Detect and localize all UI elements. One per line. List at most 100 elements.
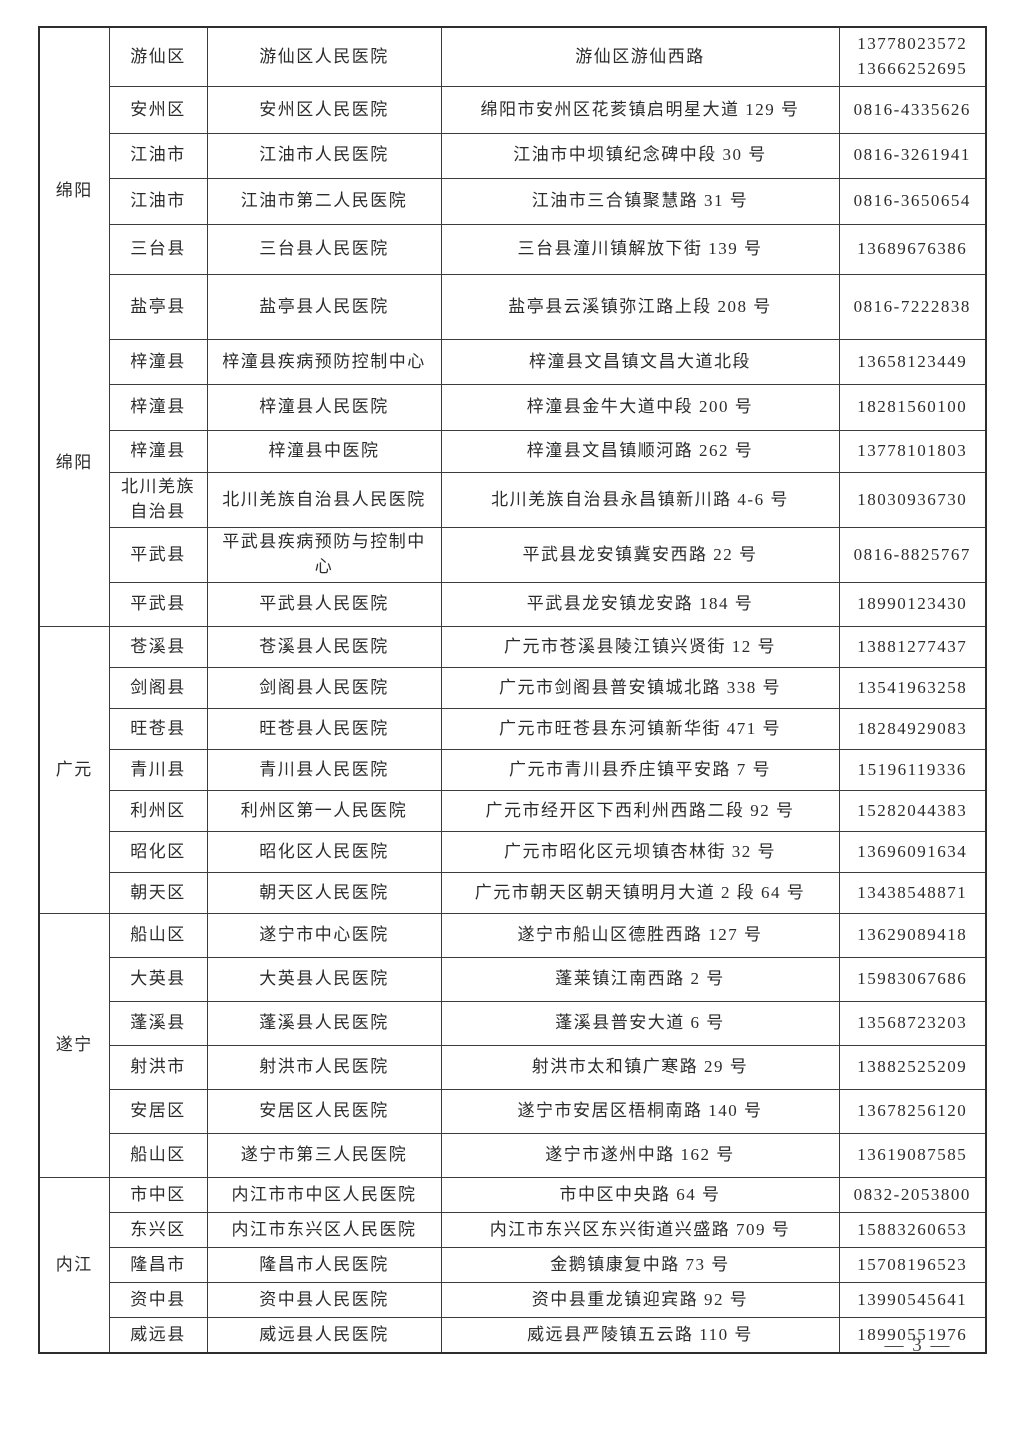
phone-cell: 18281560100 bbox=[838, 384, 987, 431]
hospital-cell: 射洪市人民医院 bbox=[206, 1045, 442, 1091]
table-row: 大英县 大英县人民医院 蓬莱镇江南西路 2 号 15983067686 bbox=[39, 957, 987, 1003]
city-cell: 广元 bbox=[38, 626, 110, 915]
hospital-cell: 梓潼县中医院 bbox=[206, 429, 442, 474]
phone-cell: 18284929083 bbox=[838, 708, 987, 751]
hospital-cell: 内江市东兴区人民医院 bbox=[206, 1212, 442, 1249]
phone-cell: 18030936730 bbox=[838, 472, 987, 528]
address-cell: 江油市三合镇聚慧路 31 号 bbox=[440, 178, 840, 225]
hospital-cell: 大英县人民医院 bbox=[206, 957, 442, 1003]
address-cell: 梓潼县文昌镇顺河路 262 号 bbox=[440, 429, 840, 474]
district-cell: 盐亭县 bbox=[108, 274, 208, 340]
phone-cell: 0816-7222838 bbox=[838, 274, 987, 340]
district-cell: 剑阁县 bbox=[108, 667, 208, 710]
hospital-cell: 蓬溪县人民医院 bbox=[206, 1001, 442, 1047]
address-cell: 威远县严陵镇五云路 110 号 bbox=[440, 1317, 840, 1354]
address-cell: 内江市东兴区东兴街道兴盛路 709 号 bbox=[440, 1212, 840, 1249]
address-cell: 盐亭县云溪镇弥江路上段 208 号 bbox=[440, 274, 840, 340]
address-cell: 蓬莱镇江南西路 2 号 bbox=[440, 957, 840, 1003]
hospital-cell: 江油市第二人民医院 bbox=[206, 178, 442, 225]
district-cell: 梓潼县 bbox=[108, 429, 208, 474]
table-row: 朝天区 朝天区人民医院 广元市朝天区朝天镇明月大道 2 段 64 号 13438… bbox=[39, 872, 987, 915]
hospital-cell: 遂宁市中心医院 bbox=[206, 913, 442, 959]
phone-cell: 13696091634 bbox=[838, 831, 987, 874]
district-cell: 江油市 bbox=[108, 132, 208, 180]
table-row: 广元 苍溪县 苍溪县人民医院 广元市苍溪县陵江镇兴贤街 12 号 1388127… bbox=[38, 626, 987, 915]
table-row: 江油市 江油市人民医院 江油市中坝镇纪念碑中段 30 号 0816-326194… bbox=[39, 132, 987, 180]
address-cell: 广元市旺苍县东河镇新华街 471 号 bbox=[440, 708, 840, 751]
table-row: 内江 市中区 内江市市中区人民医院 市中区中央路 64 号 0832-20538… bbox=[38, 1177, 987, 1354]
address-cell: 绵阳市安州区花荄镇启明星大道 129 号 bbox=[440, 86, 840, 134]
address-cell: 遂宁市安居区梧桐南路 140 号 bbox=[440, 1089, 840, 1135]
phone-cell: 18990123430 bbox=[838, 581, 987, 628]
district-cell: 苍溪县 bbox=[108, 626, 208, 669]
hospital-cell: 安居区人民医院 bbox=[206, 1089, 442, 1135]
district-cell: 昭化区 bbox=[108, 831, 208, 874]
hospital-cell: 遂宁市第三人民医院 bbox=[206, 1133, 442, 1179]
address-cell: 广元市昭化区元坝镇杏林街 32 号 bbox=[440, 831, 840, 874]
district-cell: 江油市 bbox=[108, 178, 208, 225]
district-cell: 平武县 bbox=[108, 526, 208, 583]
table-row: 江油市 江油市第二人民医院 江油市三合镇聚慧路 31 号 0816-365065… bbox=[39, 178, 987, 225]
table-row: 安居区 安居区人民医院 遂宁市安居区梧桐南路 140 号 13678256120 bbox=[39, 1089, 987, 1135]
hospital-cell: 盐亭县人民医院 bbox=[206, 274, 442, 340]
district-cell: 威远县 bbox=[108, 1317, 208, 1354]
address-cell: 射洪市太和镇广寒路 29 号 bbox=[440, 1045, 840, 1091]
table-row: 东兴区 内江市东兴区人民医院 内江市东兴区东兴街道兴盛路 709 号 15883… bbox=[39, 1212, 987, 1249]
district-cell: 蓬溪县 bbox=[108, 1001, 208, 1047]
phone-cell: 15708196523 bbox=[838, 1247, 987, 1284]
district-cell: 北川羌族 自治县 bbox=[108, 472, 208, 528]
district-cell: 市中区 bbox=[108, 1177, 208, 1214]
phone-cell: 13678256120 bbox=[838, 1089, 987, 1135]
hospital-cell: 游仙区人民医院 bbox=[206, 26, 442, 88]
phone-cell: 0816-4335626 bbox=[838, 86, 987, 134]
phone-cell: 0816-3650654 bbox=[838, 178, 987, 225]
hospital-cell: 昭化区人民医院 bbox=[206, 831, 442, 874]
phone-cell: 13619087585 bbox=[838, 1133, 987, 1179]
district-cell: 东兴区 bbox=[108, 1212, 208, 1249]
district-cell: 安居区 bbox=[108, 1089, 208, 1135]
table-row: 遂宁 船山区 遂宁市中心医院 遂宁市船山区德胜西路 127 号 13629089… bbox=[38, 913, 987, 1179]
hospital-cell: 内江市市中区人民医院 bbox=[206, 1177, 442, 1214]
hospital-cell: 平武县疾病预防与控制中 心 bbox=[206, 526, 442, 583]
hospital-cell: 平武县人民医院 bbox=[206, 581, 442, 628]
page-number: — 3 — bbox=[884, 1335, 952, 1356]
city-cell: 内江 bbox=[38, 1177, 110, 1354]
district-cell: 游仙区 bbox=[108, 26, 208, 88]
district-cell: 大英县 bbox=[108, 957, 208, 1003]
table-row: 利州区 利州区第一人民医院 广元市经开区下西利州西路二段 92 号 152820… bbox=[39, 790, 987, 833]
address-cell: 游仙区游仙西路 bbox=[440, 26, 840, 88]
table-row: 平武县 平武县人民医院 平武县龙安镇龙安路 184 号 18990123430 bbox=[39, 581, 987, 628]
table-row: 隆昌市 隆昌市人民医院 金鹅镇康复中路 73 号 15708196523 bbox=[39, 1247, 987, 1284]
table-row: 绵阳 绵阳 游仙区 游仙区人民医院 游仙区游仙西路 13778023572 13… bbox=[38, 26, 987, 628]
phone-cell: 18990551976 bbox=[838, 1317, 987, 1354]
district-cell: 梓潼县 bbox=[108, 338, 208, 386]
address-cell: 广元市剑阁县普安镇城北路 338 号 bbox=[440, 667, 840, 710]
table-row: 梓潼县 梓潼县疾病预防控制中心 梓潼县文昌镇文昌大道北段 13658123449 bbox=[39, 338, 987, 386]
table-row: 三台县 三台县人民医院 三台县潼川镇解放下街 139 号 13689676386 bbox=[39, 223, 987, 276]
address-cell: 平武县龙安镇龙安路 184 号 bbox=[440, 581, 840, 628]
city-label-stack: 绵阳 绵阳 bbox=[44, 55, 105, 600]
hospital-cell: 旺苍县人民医院 bbox=[206, 708, 442, 751]
hospital-cell: 梓潼县人民医院 bbox=[206, 384, 442, 431]
address-cell: 广元市青川县乔庄镇平安路 7 号 bbox=[440, 749, 840, 792]
table-row: 威远县 威远县人民医院 威远县严陵镇五云路 110 号 18990551976 bbox=[39, 1317, 987, 1354]
address-cell: 三台县潼川镇解放下街 139 号 bbox=[440, 223, 840, 276]
hospital-cell: 资中县人民医院 bbox=[206, 1282, 442, 1319]
hospital-cell: 利州区第一人民医院 bbox=[206, 790, 442, 833]
phone-cell: 13629089418 bbox=[838, 913, 987, 959]
address-cell: 市中区中央路 64 号 bbox=[440, 1177, 840, 1214]
address-cell: 遂宁市遂州中路 162 号 bbox=[440, 1133, 840, 1179]
district-cell: 朝天区 bbox=[108, 872, 208, 915]
table-row: 梓潼县 梓潼县人民医院 梓潼县金牛大道中段 200 号 18281560100 bbox=[39, 384, 987, 431]
city-label: 绵阳 bbox=[55, 180, 93, 200]
district-cell: 安州区 bbox=[108, 86, 208, 134]
district-cell: 梓潼县 bbox=[108, 384, 208, 431]
district-cell: 青川县 bbox=[108, 749, 208, 792]
table-row: 盐亭县 盐亭县人民医院 盐亭县云溪镇弥江路上段 208 号 0816-72228… bbox=[39, 274, 987, 340]
address-cell: 广元市朝天区朝天镇明月大道 2 段 64 号 bbox=[440, 872, 840, 915]
hospital-cell: 朝天区人民医院 bbox=[206, 872, 442, 915]
district-cell: 隆昌市 bbox=[108, 1247, 208, 1284]
hospital-cell: 江油市人民医院 bbox=[206, 132, 442, 180]
hospital-cell: 三台县人民医院 bbox=[206, 223, 442, 276]
address-cell: 北川羌族自治县永昌镇新川路 4-6 号 bbox=[440, 472, 840, 528]
